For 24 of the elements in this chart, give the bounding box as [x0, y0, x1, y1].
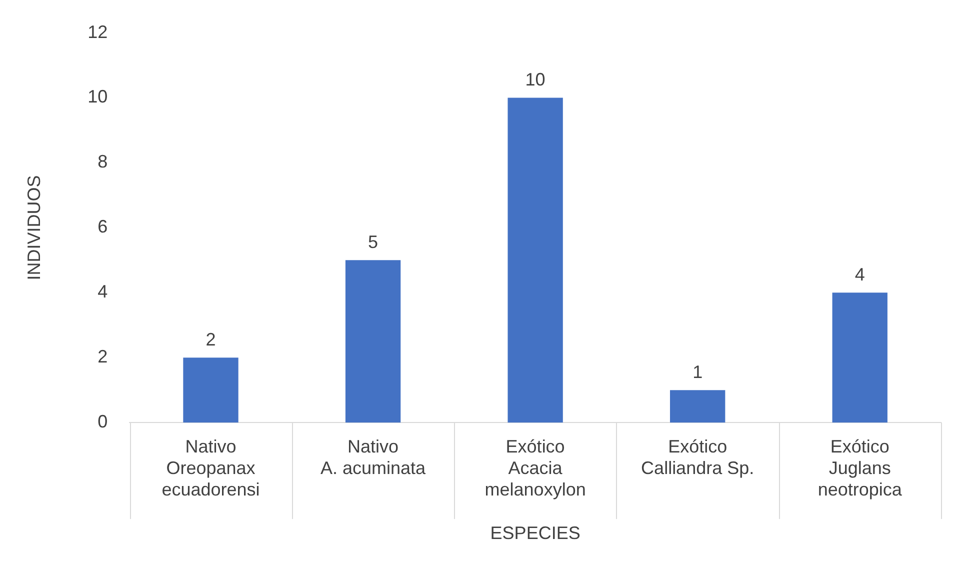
y-axis-title: INDIVIDUOS: [24, 175, 44, 280]
data-label: 4: [854, 264, 865, 285]
x-tick-label: Nativo Oreopanax ecuadorensi: [162, 436, 260, 500]
bar: [508, 98, 563, 423]
x-tick-label: Exótico Juglans neotropica: [818, 436, 903, 500]
bar: [832, 292, 888, 423]
data-label: 2: [206, 330, 216, 350]
data-label: 5: [368, 232, 378, 252]
x-tick-label: Nativo A. acuminata: [320, 436, 427, 478]
data-label: 1: [692, 362, 703, 382]
data-label: 10: [525, 70, 546, 90]
bar: [670, 390, 726, 423]
y-tick-label: 8: [98, 152, 108, 172]
y-tick-label: 6: [98, 216, 108, 237]
x-axis-title: ESPECIES: [490, 523, 580, 544]
x-tick-label: Exótico Acacia melanoxylon: [484, 436, 586, 500]
y-tick-label: 10: [88, 86, 108, 107]
bar: [345, 260, 401, 423]
bar: [183, 358, 238, 423]
y-tick-label: 0: [98, 412, 108, 432]
y-tick-label: 2: [98, 346, 108, 367]
y-tick-label: 4: [98, 282, 108, 302]
y-tick-label: 12: [88, 22, 108, 42]
x-tick-label: Exótico Calliandra Sp.: [641, 436, 754, 478]
